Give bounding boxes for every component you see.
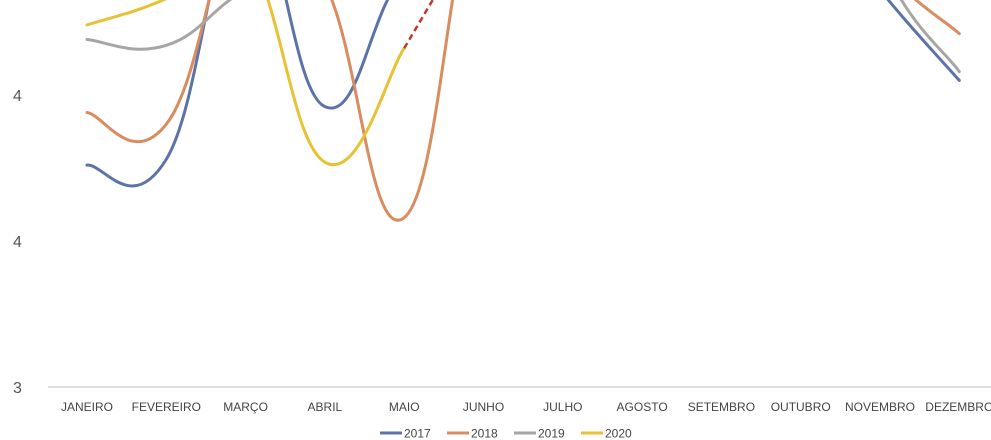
x-tick-label: SETEMBRO bbox=[688, 400, 755, 414]
legend-label: 2017 bbox=[404, 427, 431, 440]
x-tick-label: DEZEMBRO bbox=[925, 400, 991, 414]
series-line-2019 bbox=[85, 0, 961, 74]
legend-label: 2018 bbox=[471, 427, 498, 440]
legend-label: 2020 bbox=[605, 427, 632, 440]
trend-line-dashed bbox=[403, 0, 435, 49]
x-tick-label: ABRIL bbox=[308, 400, 343, 414]
x-tick-label: JANEIRO bbox=[61, 400, 113, 414]
series-line-2020 bbox=[85, 0, 406, 167]
series-line-2018 bbox=[85, 0, 961, 222]
x-tick-label: FEVEREIRO bbox=[132, 400, 201, 414]
x-tick-label: MARÇO bbox=[223, 400, 268, 414]
legend: 2017 2018 2019 2020 bbox=[380, 427, 632, 440]
x-tick-label: OUTUBRO bbox=[771, 400, 831, 414]
y-tick-label: 4 bbox=[13, 234, 22, 251]
series-line-2017 bbox=[85, 0, 961, 188]
x-tick-label: AGOSTO bbox=[617, 400, 668, 414]
x-axis: JANEIRO FEVEREIRO MARÇO ABRIL MAIO JUNHO JULHO… bbox=[61, 400, 991, 414]
x-tick-label: JUNHO bbox=[463, 400, 504, 414]
x-tick-label: JULHO bbox=[543, 400, 582, 414]
y-tick-label: 3 bbox=[13, 380, 22, 397]
x-tick-label: MAIO bbox=[389, 400, 420, 414]
y-axis: 344556 bbox=[13, 88, 22, 397]
x-tick-label: NOVEMBRO bbox=[845, 400, 915, 414]
y-tick-label: 4 bbox=[13, 88, 22, 105]
legend-label: 2019 bbox=[538, 427, 565, 440]
series-layer bbox=[85, 0, 961, 222]
